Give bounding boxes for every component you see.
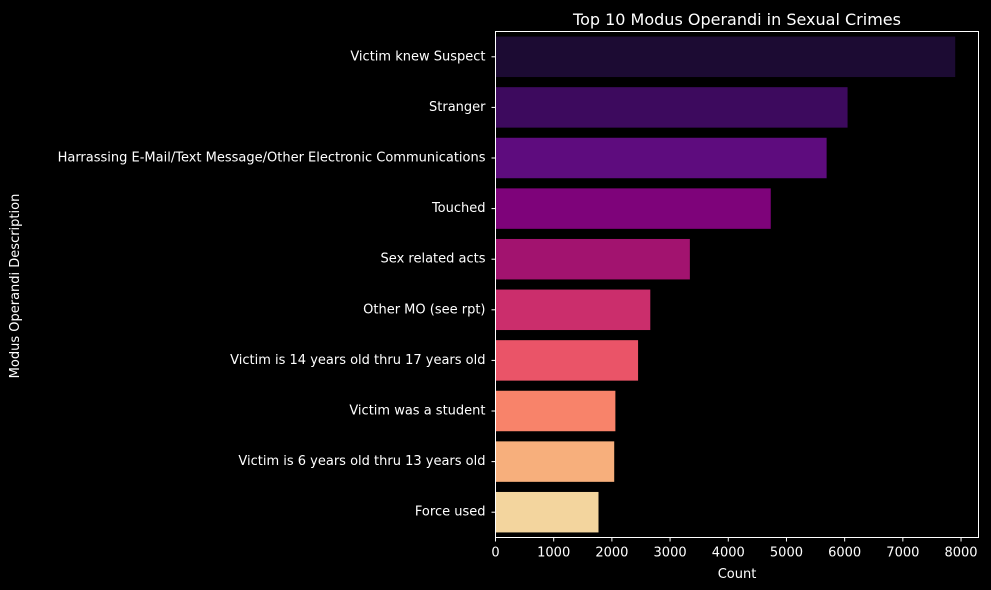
- x-tick-label: 7000: [886, 546, 919, 561]
- y-tick-label: Sex related acts: [381, 252, 486, 267]
- y-tick-label: Victim is 6 years old thru 13 years old: [238, 454, 485, 469]
- chart-title: Top 10 Modus Operandi in Sexual Crimes: [572, 10, 901, 29]
- bar: [495, 238, 690, 280]
- y-tick-label: Harrassing E-Mail/Text Message/Other Ele…: [58, 151, 486, 166]
- y-axis-label: Modus Operandi Description: [8, 194, 23, 379]
- x-axis-label: Count: [718, 567, 757, 582]
- bar: [495, 491, 599, 533]
- y-tick-label: Victim was a student: [349, 404, 485, 419]
- bar: [495, 188, 771, 229]
- bars-group: [495, 36, 956, 533]
- y-tick-label: Touched: [431, 201, 486, 216]
- x-tick-label: 6000: [828, 546, 861, 561]
- plot-frame: [495, 31, 979, 538]
- x-tick-label: 5000: [770, 546, 803, 561]
- x-tick-label: 3000: [654, 546, 687, 561]
- y-tick-label: Stranger: [429, 100, 486, 115]
- bar: [495, 441, 615, 482]
- bar: [495, 137, 827, 179]
- y-tick-label: Victim knew Suspect: [350, 49, 485, 64]
- bar: [495, 87, 848, 128]
- x-tick-label: 1000: [537, 546, 570, 561]
- bar: [495, 36, 956, 78]
- y-tick-label: Victim is 14 years old thru 17 years old: [230, 353, 485, 368]
- x-tick-label: 2000: [595, 546, 628, 561]
- bar: [495, 289, 651, 331]
- x-tick-label: 0: [491, 546, 499, 561]
- y-tick-label: Force used: [415, 505, 486, 520]
- bar: [495, 340, 639, 381]
- y-tick-group: Victim knew Suspect Stranger Harrassing E-…: [58, 49, 496, 520]
- bar: [495, 390, 616, 432]
- y-tick-label: Other MO (see rpt): [363, 302, 485, 317]
- x-tick-label: 4000: [712, 546, 745, 561]
- x-tick-label: 8000: [944, 546, 977, 561]
- x-tick-group: 0 1000 2000 3000 4000 5000 6000 7000 8000: [491, 537, 978, 561]
